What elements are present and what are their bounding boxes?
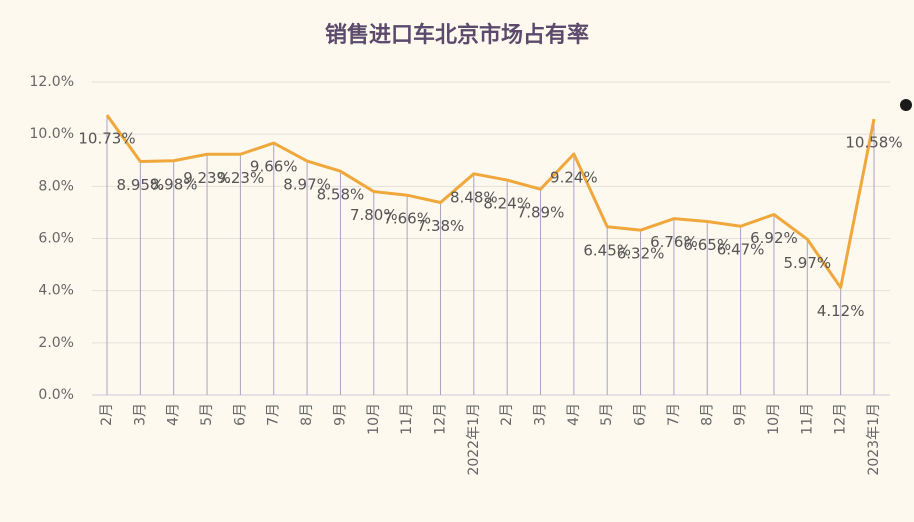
chart-title: 销售进口车北京市场占有率 <box>325 22 589 48</box>
x-tick-label: 3月 <box>132 403 148 426</box>
y-tick-label: 6.0% <box>38 231 74 247</box>
data-label: 6.65% <box>683 236 731 254</box>
x-tick-label: 10月 <box>366 403 382 435</box>
y-tick-label: 2.0% <box>38 335 74 351</box>
data-label: 6.45% <box>583 241 631 259</box>
x-tick-label: 7月 <box>266 403 282 426</box>
x-tick-label: 8月 <box>699 403 715 426</box>
x-tick-label: 2023年1月 <box>866 403 882 476</box>
x-tick-label: 10月 <box>766 403 782 435</box>
x-tick-label: 2月 <box>99 403 115 426</box>
x-tick-label: 6月 <box>232 403 248 426</box>
data-label: 8.97% <box>283 176 331 194</box>
data-line <box>105 114 876 290</box>
x-tick-label: 3月 <box>533 403 549 426</box>
x-tick-label: 9月 <box>332 403 348 426</box>
x-tick-label: 9月 <box>733 403 749 426</box>
x-tick-label: 11月 <box>799 403 815 435</box>
data-label: 6.32% <box>617 245 665 263</box>
data-label: 9.23% <box>217 169 265 187</box>
data-label: 8.48% <box>450 188 498 206</box>
data-label: 8.58% <box>317 186 365 204</box>
x-tick-label: 4月 <box>566 403 582 426</box>
decoration-dot <box>900 99 912 111</box>
y-tick-label: 8.0% <box>38 178 74 194</box>
y-tick-label: 4.0% <box>38 283 74 299</box>
y-tick-label: 0.0% <box>38 387 74 403</box>
x-tick-label: 5月 <box>599 403 615 426</box>
data-label: 10.73% <box>78 130 135 148</box>
x-tick-label: 12月 <box>432 403 448 435</box>
data-label: 8.98% <box>150 175 198 193</box>
x-tick-label: 4月 <box>166 403 182 426</box>
data-label: 7.80% <box>350 206 398 224</box>
x-tick-label: 6月 <box>633 403 649 426</box>
data-label: 6.76% <box>650 233 698 251</box>
x-tick-label: 11月 <box>399 403 415 435</box>
data-label: 6.47% <box>717 241 765 259</box>
y-tick-label: 10.0% <box>30 126 74 142</box>
x-tick-label: 7月 <box>666 403 682 426</box>
x-tick-label: 8月 <box>299 403 315 426</box>
x-tick-label: 2022年1月 <box>466 403 482 476</box>
data-label: 8.95% <box>117 176 165 194</box>
data-label: 6.92% <box>750 229 798 247</box>
data-label: 7.89% <box>517 204 565 222</box>
x-tick-label: 5月 <box>199 403 215 426</box>
y-tick-label: 12.0% <box>30 74 74 90</box>
data-label: 10.58% <box>845 134 902 152</box>
data-label: 9.66% <box>250 158 298 176</box>
data-label: 4.12% <box>817 302 865 320</box>
data-label: 7.66% <box>383 210 431 228</box>
data-label: 5.97% <box>783 254 831 272</box>
data-label: 9.24% <box>550 168 598 186</box>
x-tick-label: 2月 <box>499 403 515 426</box>
data-label: 9.23% <box>183 169 231 187</box>
data-label: 8.24% <box>483 195 531 213</box>
x-tick-label: 12月 <box>833 403 849 435</box>
data-label: 7.38% <box>417 217 465 235</box>
